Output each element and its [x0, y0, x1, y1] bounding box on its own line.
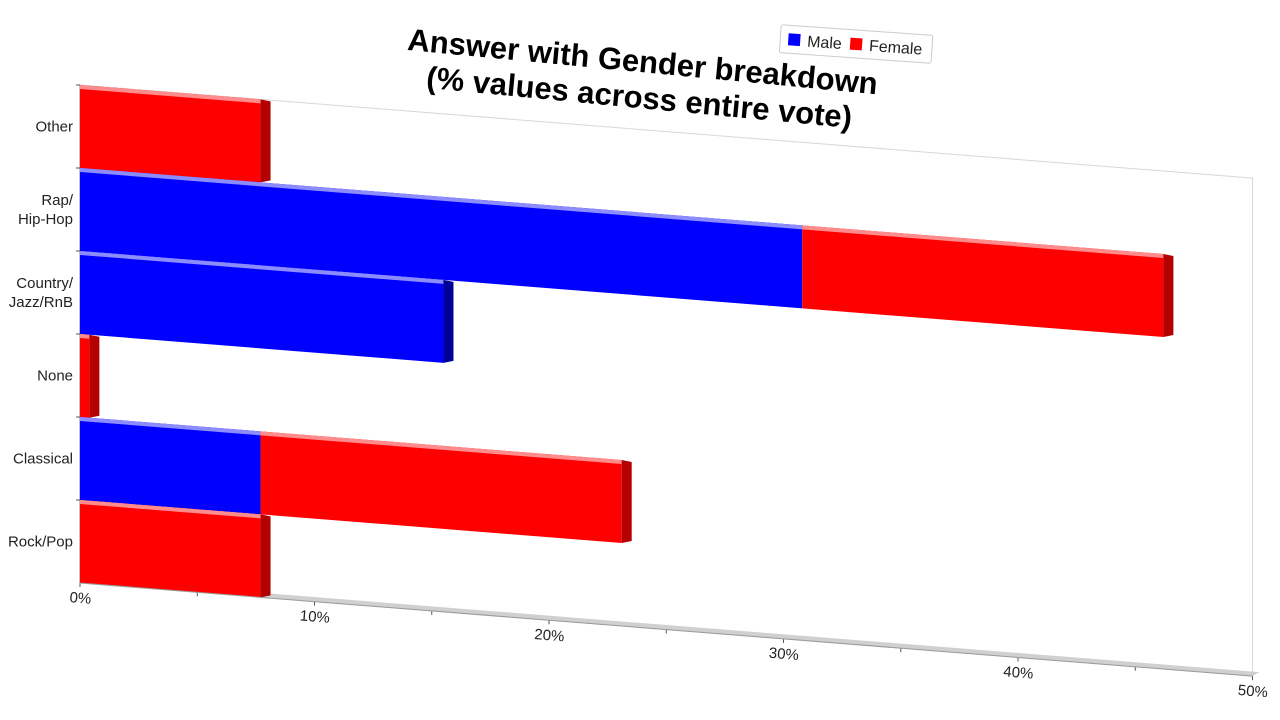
x-tick-label: 50% — [1237, 682, 1268, 701]
category-label: None — [37, 368, 73, 385]
x-tick-label: 30% — [768, 645, 799, 664]
bar-female-0 — [80, 85, 261, 183]
x-tick-label: 0% — [69, 589, 92, 608]
bar-end-female-1 — [1163, 254, 1174, 338]
bar-female-1 — [802, 225, 1164, 338]
plot-floor — [80, 579, 1260, 677]
x-tick-label: 20% — [534, 626, 565, 645]
bar-end-female-5 — [260, 514, 271, 598]
x-tick-label: 10% — [299, 607, 330, 626]
category-label: Rock/Pop — [8, 534, 73, 551]
bar-female-4 — [260, 431, 622, 544]
plot-area: Other Rap/Hip-Hop Country/Jazz/RnB None Clas… — [8, 84, 1268, 701]
bar-top-female-1 — [802, 225, 1164, 259]
bar-end-female-3 — [89, 334, 100, 418]
legend-label-female: Female — [868, 38, 923, 59]
legend-swatch-female — [849, 37, 863, 51]
legend-swatch-male — [787, 33, 801, 47]
bar-female-3 — [80, 334, 90, 418]
category-label: Rap/Hip-Hop — [18, 192, 74, 228]
bar-female-5 — [80, 500, 261, 598]
bar-male-4 — [80, 417, 261, 515]
bar-top-male-1 — [80, 168, 803, 230]
bar-end-female-0 — [260, 99, 271, 183]
category-label: Other — [35, 119, 73, 136]
x-axis-line — [79, 582, 1253, 677]
bar-top-female-5 — [80, 500, 261, 519]
bar-male-2 — [80, 251, 444, 363]
legend-label-male: Male — [807, 34, 843, 53]
bar-end-male-2 — [443, 279, 454, 363]
bar-top-female-0 — [80, 85, 261, 104]
bar-male-1 — [80, 168, 803, 309]
x-tick-label: 40% — [1003, 663, 1034, 682]
category-label: Country/Jazz/RnB — [9, 275, 74, 311]
bar-top-female-4 — [260, 431, 622, 465]
category-label: Classical — [13, 451, 73, 468]
bar-top-female-3 — [80, 334, 90, 339]
bar-top-male-4 — [80, 417, 261, 436]
bar-end-female-4 — [621, 460, 632, 544]
legend: Male Female — [778, 24, 934, 64]
bar-top-male-2 — [80, 251, 444, 284]
